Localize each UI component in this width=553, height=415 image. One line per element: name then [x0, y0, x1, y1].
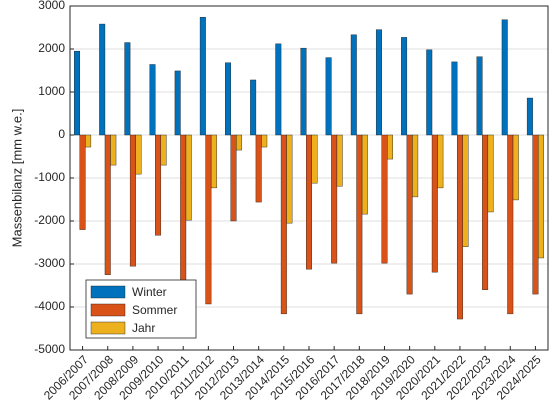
y-tick-label: 3000: [38, 0, 65, 12]
y-tick-label: 1000: [38, 84, 65, 98]
plot-frame: [69, 5, 549, 351]
bar: [375, 29, 382, 136]
bar: [255, 134, 262, 203]
bar: [155, 134, 162, 236]
bar: [79, 134, 86, 230]
bar: [356, 134, 363, 315]
bar: [437, 134, 444, 189]
bar: [431, 134, 438, 273]
bar: [149, 64, 156, 136]
bar: [185, 134, 192, 221]
bar: [99, 23, 106, 136]
bar: [361, 134, 368, 215]
legend-label: Jahr: [132, 321, 155, 335]
bar: [526, 97, 533, 136]
bar: [401, 37, 408, 136]
bar: [124, 42, 131, 136]
bar: [160, 134, 167, 166]
legend-label: Sommer: [132, 303, 177, 317]
bar: [306, 134, 312, 270]
bar: [325, 57, 332, 136]
bar: [412, 134, 419, 198]
bar: [280, 134, 287, 315]
bar: [225, 62, 231, 136]
bar: [456, 134, 463, 320]
legend-label: Winter: [132, 285, 167, 299]
bar: [300, 47, 307, 136]
bar: [476, 56, 483, 136]
bar: [350, 34, 357, 136]
bar: [236, 134, 243, 151]
bar: [482, 134, 489, 291]
y-tick-label: -5000: [34, 342, 65, 356]
legend-swatch: [90, 285, 126, 299]
bar: [381, 134, 388, 264]
bar: [311, 134, 318, 184]
bar: [104, 134, 111, 275]
bar: [261, 134, 268, 148]
bar: [275, 43, 282, 136]
bar: [532, 134, 539, 295]
bar: [135, 134, 142, 175]
bar: [205, 134, 212, 305]
bar: [250, 79, 257, 136]
bar: [501, 19, 508, 136]
bar: [512, 134, 519, 201]
y-tick-label: 0: [58, 127, 65, 141]
bar: [406, 134, 413, 295]
bar: [426, 49, 433, 136]
legend-swatch: [90, 321, 126, 335]
legend-swatch: [90, 303, 126, 317]
bar: [210, 134, 217, 189]
bar: [507, 134, 514, 315]
y-tick-label: -3000: [34, 256, 65, 270]
bar: [180, 134, 187, 288]
bar: [462, 134, 469, 248]
y-axis-label: Massenbilanz [mm w.e.]: [9, 109, 24, 248]
bar: [537, 134, 544, 259]
bar: [230, 134, 237, 222]
bar: [387, 134, 393, 160]
bar: [85, 134, 92, 148]
bar: [487, 134, 494, 213]
bar: [129, 134, 136, 267]
bar: [199, 16, 206, 136]
bar: [451, 61, 458, 136]
bar: [336, 134, 343, 187]
y-tick-label: -2000: [34, 213, 65, 227]
bar: [110, 134, 117, 166]
bar: [331, 134, 338, 264]
y-tick-label: -1000: [34, 170, 65, 184]
y-tick-label: 2000: [38, 41, 65, 55]
bar: [286, 134, 293, 224]
bar: [74, 50, 81, 136]
bar: [174, 70, 181, 136]
y-tick-label: -4000: [34, 299, 65, 313]
